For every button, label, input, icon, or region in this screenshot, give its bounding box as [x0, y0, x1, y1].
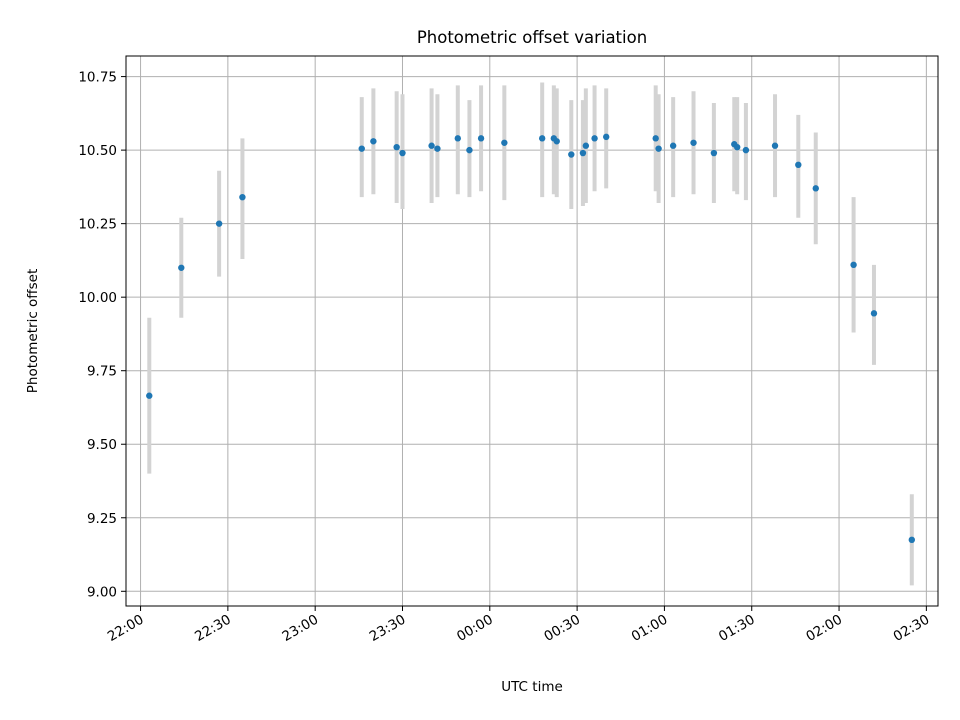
data-point	[582, 142, 590, 149]
y-tick-label: 9.50	[87, 437, 117, 453]
data-point	[655, 145, 662, 152]
data-point	[393, 143, 400, 151]
data-point	[538, 135, 546, 142]
x-tick-label: 23:30	[367, 612, 409, 645]
y-tick-label: 9.00	[87, 584, 117, 600]
y-axis-label: Photometric offset	[25, 269, 41, 393]
x-tick-label: 02:30	[891, 612, 933, 645]
data-point	[399, 149, 406, 157]
data-point	[466, 146, 473, 154]
data-point	[454, 135, 461, 142]
data-point	[795, 161, 802, 169]
grid-layer	[126, 56, 938, 606]
data-point	[710, 149, 718, 157]
data-point	[733, 143, 741, 151]
data-point	[146, 392, 153, 399]
data-point	[870, 310, 878, 317]
x-tick-label: 00:00	[454, 612, 496, 645]
x-axis-label: UTC time	[501, 679, 563, 695]
y-tick-label: 10.75	[78, 70, 117, 86]
data-point	[603, 133, 610, 141]
data-point	[501, 139, 508, 146]
data-point	[742, 146, 750, 154]
data-point	[477, 135, 485, 142]
data-point	[812, 185, 819, 192]
data-point	[690, 139, 697, 146]
x-tick-label: 22:30	[192, 612, 234, 645]
data-point	[434, 145, 441, 152]
data-point	[215, 220, 223, 227]
data-point	[850, 261, 857, 269]
data-point	[908, 536, 916, 544]
x-tick-label: 01:30	[716, 612, 758, 645]
y-tick-label: 9.25	[87, 511, 117, 527]
x-tick-label: 01:00	[629, 612, 671, 645]
y-tick-label: 9.75	[87, 364, 117, 380]
y-tick-label: 10.00	[78, 290, 117, 306]
data-points-layer	[146, 133, 916, 544]
data-point	[652, 135, 659, 142]
x-tick-label: 00:30	[541, 612, 583, 645]
x-tick-label: 23:00	[279, 612, 321, 645]
data-point	[178, 264, 185, 271]
data-point	[358, 145, 365, 152]
data-point	[771, 142, 779, 149]
chart-title: Photometric offset variation	[417, 28, 647, 47]
data-point	[579, 149, 587, 157]
y-tick-label: 10.50	[78, 143, 117, 159]
x-tick-label: 22:00	[105, 612, 147, 645]
data-point	[669, 142, 677, 149]
data-point	[568, 151, 575, 158]
data-point	[428, 142, 435, 149]
plot-frame	[125, 55, 939, 607]
data-point	[553, 138, 560, 145]
data-point	[370, 138, 377, 145]
x-tick-label: 02:00	[803, 612, 845, 645]
data-point	[591, 135, 598, 142]
data-point	[239, 193, 246, 201]
y-tick-label: 10.25	[78, 217, 117, 233]
errorbar-layer	[147, 82, 914, 586]
